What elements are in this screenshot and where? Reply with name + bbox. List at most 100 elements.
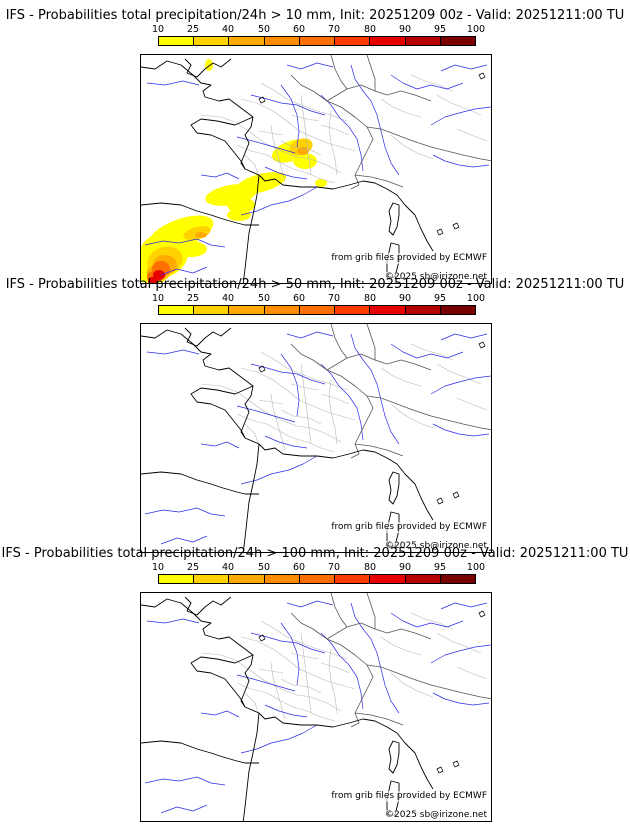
colorbar-segment (194, 306, 230, 314)
colorbar-segment (159, 306, 195, 314)
colorbar-segment (264, 37, 300, 45)
river (160, 266, 208, 276)
department-border (380, 367, 422, 387)
map-panel-50mm: IFS - Probabilities total precipitation/… (0, 277, 630, 553)
department-border (436, 94, 482, 116)
department-border (436, 363, 482, 385)
coastline (141, 740, 259, 764)
river (390, 74, 464, 90)
colorbar-segment (264, 575, 300, 583)
precip-area (175, 241, 207, 257)
colorbar-tick: 60 (292, 562, 306, 573)
colorbar-segment (370, 37, 406, 45)
department-border (244, 423, 260, 447)
colorbar-segment (159, 37, 195, 45)
colorbar-segment (299, 37, 336, 45)
department-border (410, 612, 454, 630)
department-border (328, 110, 338, 176)
island-outline (258, 96, 266, 104)
department-border (258, 130, 284, 136)
coastline (242, 174, 260, 283)
colorbar-tick: 80 (363, 24, 377, 35)
river (146, 80, 200, 86)
colorbar-tick: 95 (433, 562, 447, 573)
country-border (326, 84, 432, 102)
island-outline (436, 766, 444, 774)
precip-area (205, 59, 213, 71)
panel-title: IFS - Probabilities total precipitation/… (1, 546, 629, 561)
coastline (242, 712, 260, 821)
colorbar-tick: 80 (363, 562, 377, 573)
colorbar-tick: 70 (327, 24, 341, 35)
department-border (236, 144, 336, 184)
department-border (380, 636, 422, 656)
river (320, 632, 364, 710)
river (390, 612, 464, 628)
river (430, 106, 491, 126)
panel-title: IFS - Probabilities total precipitation/… (5, 8, 625, 23)
colorbar-tick: 40 (221, 293, 235, 304)
island-outline (258, 365, 266, 373)
precip-map: from grib files provided by ECMWF ©2025 … (140, 592, 492, 822)
coastline (242, 443, 260, 552)
colorbar-segment (370, 575, 406, 583)
department-border (258, 399, 284, 405)
colorbar-tick: 60 (292, 293, 306, 304)
source-credit: from grib files provided by ECMWF (331, 253, 487, 264)
department-border (200, 114, 342, 174)
river (432, 692, 490, 706)
colorbar-tick: 10 (151, 24, 165, 35)
colorbar-segment (405, 37, 441, 45)
colorbar-tick: 25 (186, 562, 200, 573)
department-border (300, 94, 312, 176)
department-border (258, 668, 284, 674)
colorbar (158, 305, 476, 315)
colorbar-segment (405, 306, 441, 314)
river (200, 710, 240, 718)
department-border (300, 363, 312, 445)
department-border (280, 678, 322, 694)
map-panel-100mm: IFS - Probabilities total precipitation/… (0, 546, 630, 822)
colorbar-segment (264, 306, 300, 314)
river (264, 704, 308, 718)
river (144, 507, 226, 517)
island-outline (388, 202, 400, 236)
colorbar-segment (299, 575, 336, 583)
department-border (436, 632, 482, 654)
colorbar-tick: 90 (398, 562, 412, 573)
department-border (290, 652, 320, 660)
river (430, 375, 491, 395)
colorbar-tick: 95 (433, 293, 447, 304)
colorbar-segment (194, 575, 230, 583)
country-border (366, 55, 376, 91)
department-border (456, 397, 488, 411)
colorbar-tick: 95 (433, 24, 447, 35)
department-border (328, 648, 338, 714)
department-border (456, 666, 488, 680)
department-border (236, 682, 336, 722)
river (320, 363, 364, 441)
colorbar-tick: 25 (186, 293, 200, 304)
island-outline (436, 497, 444, 505)
department-border (390, 134, 434, 160)
coastline (190, 385, 254, 439)
river (390, 343, 464, 359)
department-border (244, 154, 260, 178)
country-border (354, 443, 404, 457)
copyright-credit: ©2025 sb@irizone.net (385, 541, 487, 552)
department-border (456, 128, 488, 142)
river (350, 602, 400, 714)
island-outline (452, 760, 460, 768)
river (430, 644, 491, 664)
department-border (390, 403, 434, 429)
colorbar-segment (405, 575, 441, 583)
river (280, 353, 300, 417)
precip-map: from grib files provided by ECMWF ©2025 … (140, 54, 492, 284)
department-border (328, 379, 338, 445)
country-border (366, 593, 376, 629)
department-border (244, 692, 260, 716)
island-outline (478, 72, 486, 80)
source-credit: from grib files provided by ECMWF (331, 791, 487, 802)
river (432, 154, 490, 168)
country-border (354, 174, 404, 188)
